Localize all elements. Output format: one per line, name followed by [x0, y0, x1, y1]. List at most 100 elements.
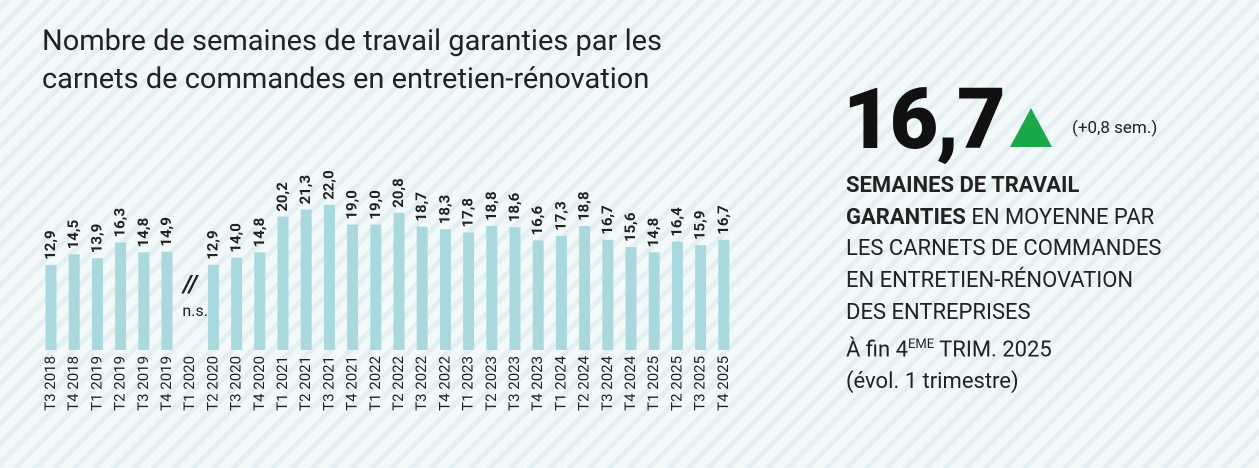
x-tick-label: T3 2018	[41, 356, 59, 411]
value-label: 20,8	[389, 178, 407, 208]
x-tick-label: T1 2019	[87, 356, 105, 411]
description-line: SEMAINES DE TRAVAIL	[846, 170, 1162, 202]
value-label: 14,9	[157, 217, 175, 247]
value-label: 19,0	[366, 190, 384, 220]
x-tick-label: T3 2023	[505, 356, 523, 411]
description-line: GARANTIES EN MOYENNE PAR	[846, 202, 1162, 234]
bar	[509, 227, 521, 350]
gap-label: n.s.	[182, 301, 208, 320]
bar	[532, 240, 544, 350]
bar	[370, 224, 382, 350]
x-tick-label: T2 2022	[389, 356, 407, 411]
value-label: 16,7	[714, 205, 732, 235]
bar	[671, 241, 683, 350]
x-tick-label: T2 2020	[203, 356, 221, 411]
description-after: TRIM. 2025	[934, 336, 1052, 362]
value-label: 14,8	[134, 218, 152, 248]
value-label: 13,9	[87, 224, 105, 254]
x-tick-label: T3 2020	[227, 356, 245, 411]
bar	[393, 212, 405, 350]
bar	[439, 229, 451, 350]
x-tick-label: T3 2025	[691, 356, 709, 411]
bar	[254, 252, 266, 350]
x-tick-label: T4 2022	[435, 356, 453, 411]
bar	[115, 242, 127, 350]
value-label: 18,7	[412, 192, 430, 222]
gap-marker: //	[181, 270, 200, 298]
value-label: 14,8	[250, 218, 268, 248]
value-label: 14,5	[64, 220, 82, 250]
x-tick-label: T3 2022	[412, 356, 430, 411]
value-label: 12,9	[41, 230, 59, 260]
x-tick-label: T4 2020	[250, 356, 268, 411]
x-tick-label: T2 2023	[482, 356, 500, 411]
x-tick-label: T1 2020	[180, 356, 198, 411]
bar	[300, 209, 312, 350]
bar	[625, 247, 637, 350]
description-line: DES ENTREPRISES	[846, 297, 1162, 329]
bar	[277, 216, 289, 350]
bar	[602, 239, 614, 350]
value-label: 17,3	[551, 201, 569, 231]
description-text: DES ENTREPRISES	[846, 299, 1031, 325]
value-label: 19,0	[343, 190, 361, 220]
x-tick-label: T1 2021	[273, 356, 291, 411]
value-label: 14,8	[644, 218, 662, 248]
description-line: À fin 4EME TRIM. 2025	[846, 329, 1162, 366]
bar	[91, 258, 103, 350]
value-label: 21,3	[296, 175, 314, 205]
value-label: 15,9	[691, 211, 709, 241]
bar	[347, 224, 359, 350]
value-label: 22,0	[319, 170, 337, 200]
x-tick-label: T3 2024	[598, 355, 616, 410]
x-tick-label: T1 2024	[551, 355, 569, 410]
description-line: EN ENTRETIEN-RÉNOVATION	[846, 265, 1162, 297]
x-tick-label: T4 2025	[714, 356, 732, 411]
bar	[45, 264, 57, 350]
value-label: 16,7	[598, 205, 616, 235]
value-label: 18,8	[482, 191, 500, 221]
value-label: 12,9	[203, 230, 221, 260]
x-tick-label: T3 2019	[134, 356, 152, 411]
value-label: 15,6	[621, 212, 639, 242]
value-label: 16,4	[667, 207, 685, 237]
bar	[648, 252, 660, 350]
description-line: LES CARNETS DE COMMANDES	[846, 233, 1162, 265]
bar	[695, 245, 707, 350]
x-tick-label: T4 2019	[157, 356, 175, 411]
bar	[555, 235, 567, 350]
x-tick-label: T2 2019	[111, 356, 129, 411]
bar	[579, 225, 591, 350]
value-label: 18,8	[575, 191, 593, 221]
bar	[138, 252, 150, 350]
value-label: 14,0	[227, 223, 245, 253]
highlight-change: (+0,8 sem.)	[1072, 118, 1158, 138]
value-label: 20,2	[273, 182, 291, 212]
bar	[161, 251, 173, 350]
description-text: LES CARNETS DE COMMANDES	[846, 236, 1162, 262]
description-text: À fin 4	[846, 336, 908, 362]
description-text: (évol. 1 trimestre)	[846, 368, 1019, 394]
description-line: (évol. 1 trimestre)	[846, 366, 1162, 398]
x-tick-label: T4 2024	[621, 355, 639, 410]
x-tick-label: T4 2023	[528, 356, 546, 411]
bar	[486, 225, 498, 350]
value-label: 18,6	[505, 192, 523, 222]
value-label: 16,3	[111, 208, 129, 238]
x-tick-label: T1 2025	[644, 356, 662, 411]
description-text: EN ENTRETIEN-RÉNOVATION	[846, 268, 1134, 294]
bar	[68, 254, 80, 350]
description-bold: GARANTIES	[846, 204, 966, 230]
x-tick-label: T4 2018	[64, 356, 82, 411]
value-label: 16,6	[528, 206, 546, 236]
bar	[207, 264, 219, 350]
x-tick-label: T1 2023	[459, 356, 477, 411]
description-sup: EME	[907, 336, 935, 352]
bar	[231, 257, 243, 350]
x-tick-label: T3 2021	[319, 356, 337, 411]
description-bold: SEMAINES DE TRAVAIL	[846, 173, 1080, 198]
highlight-value: 16,7	[843, 70, 1006, 169]
bar	[463, 232, 475, 350]
